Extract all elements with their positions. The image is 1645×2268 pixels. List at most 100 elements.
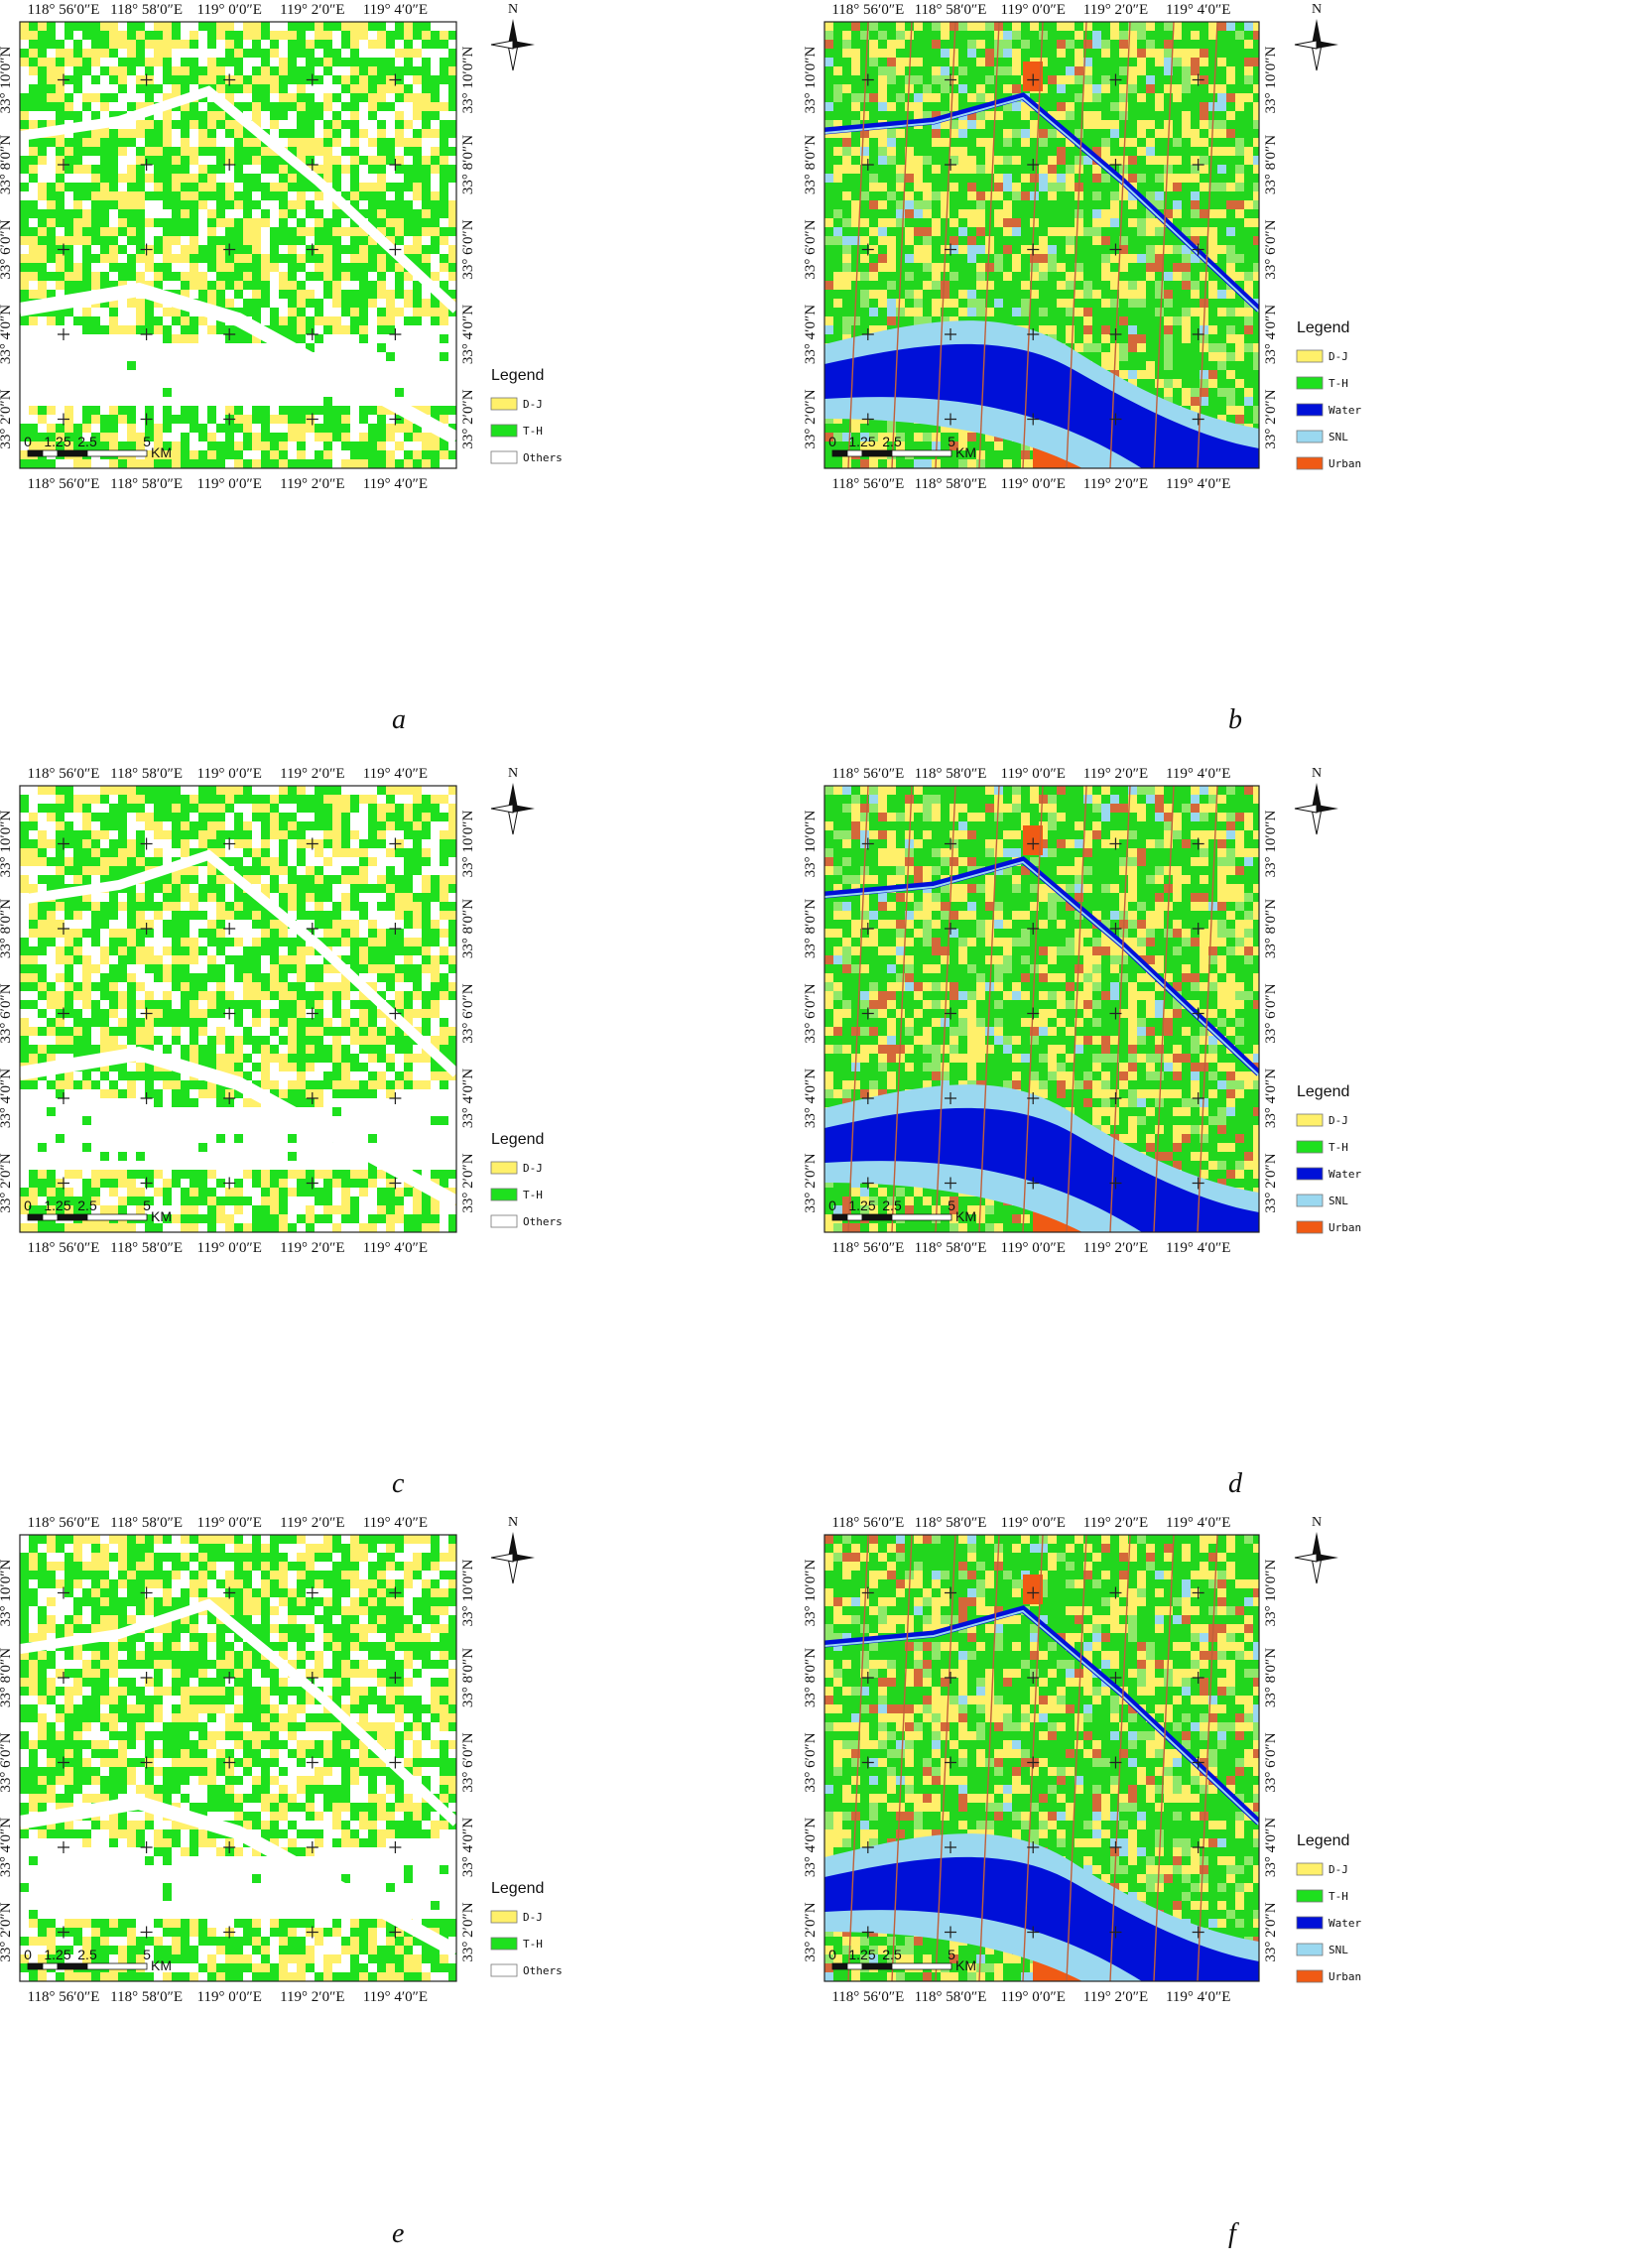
scale-bar-segment — [892, 1963, 951, 1969]
scale-bar-segment — [862, 450, 892, 456]
legend-label: T-H — [523, 425, 543, 438]
longitude-label-bottom: 119° 4′0″E — [363, 1989, 428, 2005]
latitude-label-right: 33° 8′0″N — [460, 899, 476, 958]
north-arrow-label: N — [508, 1515, 518, 1530]
scale-bar-segment — [28, 1963, 43, 1969]
scale-bar-segment — [43, 1214, 58, 1220]
north-arrow-icon — [1295, 1532, 1338, 1583]
longitude-label-top: 118° 58′0″E — [110, 766, 183, 782]
north-arrow-label: N — [1312, 2, 1322, 17]
scale-bar-tick-label: 0 — [24, 434, 32, 449]
north-arrow-label: N — [508, 2, 518, 17]
longitude-label-bottom: 118° 58′0″E — [915, 1989, 987, 2005]
legend-label: T-H — [1329, 1890, 1348, 1903]
latitude-label-left: 33° 6′0″N — [0, 219, 14, 279]
latitude-label-left: 33° 4′0″N — [803, 305, 819, 364]
legend-swatch — [1297, 1944, 1323, 1955]
latitude-label-left: 33° 4′0″N — [0, 1069, 14, 1128]
latitude-label-right: 33° 6′0″N — [1263, 1732, 1279, 1792]
longitude-label-top: 119° 4′0″E — [1166, 766, 1230, 782]
longitude-label-top: 119° 0′0″E — [1001, 2, 1066, 18]
latitude-label-right: 33° 10′0″N — [460, 811, 476, 878]
scale-bar-tick-label: 5 — [143, 1947, 151, 1962]
longitude-label-top: 118° 56′0″E — [28, 766, 100, 782]
caption-e: e — [392, 2218, 404, 2250]
latitude-label-left: 33° 6′0″N — [0, 983, 14, 1043]
legend-swatch — [1297, 1970, 1323, 1982]
latitude-label-right: 33° 8′0″N — [460, 1648, 476, 1707]
longitude-label-bottom: 119° 4′0″E — [1166, 1240, 1230, 1256]
longitude-label-bottom: 119° 2′0″E — [1083, 1240, 1148, 1256]
scale-bar-segment — [847, 450, 862, 456]
legend-title: Legend — [1297, 319, 1349, 336]
legend-swatch — [1297, 350, 1323, 362]
longitude-label-top: 118° 56′0″E — [831, 1515, 904, 1531]
latitude-label-left: 33° 10′0″N — [0, 811, 14, 878]
legend-swatch — [1297, 1141, 1323, 1153]
scale-bar-unit: KM — [151, 1208, 172, 1224]
latitude-label-left: 33° 2′0″N — [803, 1902, 819, 1961]
scale-bar-tick-label: 1.25 — [44, 1197, 70, 1213]
north-arrow-icon — [1295, 783, 1338, 834]
longitude-label-bottom: 119° 4′0″E — [363, 476, 428, 492]
longitude-label-top: 118° 58′0″E — [110, 2, 183, 18]
latitude-label-left: 33° 4′0″N — [0, 1818, 14, 1877]
scale-bar-tick-label: 1.25 — [44, 434, 70, 449]
latitude-label-right: 33° 10′0″N — [1263, 811, 1279, 878]
scale-bar-tick-label: 1.25 — [848, 434, 875, 449]
caption-b: b — [1228, 704, 1242, 736]
legend-title: Legend — [1297, 1083, 1349, 1100]
scale-bar-segment — [892, 450, 951, 456]
legend-label: Water — [1329, 404, 1361, 417]
scale-bar-segment — [58, 1963, 87, 1969]
land-cover-raster — [824, 786, 1262, 1232]
land-cover-raster — [824, 22, 1262, 468]
scale-bar-segment — [58, 450, 87, 456]
legend-swatch — [1297, 377, 1323, 389]
scale-bar-tick-label: 0 — [828, 434, 836, 449]
scale-bar-tick-label: 0 — [24, 1947, 32, 1962]
legend-title: Legend — [491, 1880, 544, 1897]
longitude-label-bottom: 118° 58′0″E — [110, 476, 183, 492]
longitude-label-top: 119° 0′0″E — [1001, 766, 1066, 782]
legend-label: D-J — [523, 1162, 543, 1175]
longitude-label-bottom: 119° 0′0″E — [1001, 1240, 1066, 1256]
legend-label: T-H — [1329, 1141, 1348, 1154]
longitude-label-top: 119° 4′0″E — [1166, 2, 1230, 18]
north-arrow-icon — [1295, 19, 1338, 70]
land-cover-raster — [20, 1535, 457, 1981]
legend-title: Legend — [491, 1131, 544, 1148]
legend-swatch — [491, 451, 517, 463]
latitude-label-left: 33° 2′0″N — [803, 389, 819, 448]
legend-label: SNL — [1329, 1195, 1348, 1207]
longitude-label-top: 119° 0′0″E — [197, 2, 262, 18]
scale-bar-tick-label: 5 — [143, 434, 151, 449]
latitude-label-left: 33° 4′0″N — [803, 1069, 819, 1128]
legend-swatch — [1297, 1863, 1323, 1875]
latitude-label-right: 33° 4′0″N — [1263, 1069, 1279, 1128]
scale-bar-segment — [87, 1963, 147, 1969]
scale-bar-tick-label: 1.25 — [848, 1947, 875, 1962]
caption-d: d — [1228, 1468, 1242, 1500]
caption-c: c — [392, 1468, 404, 1500]
legend-label: Urban — [1329, 1221, 1361, 1234]
longitude-label-bottom: 119° 2′0″E — [280, 476, 344, 492]
scale-bar-segment — [862, 1963, 892, 1969]
scale-bar-tick-label: 0 — [828, 1197, 836, 1213]
legend-label: D-J — [1329, 1863, 1348, 1876]
latitude-label-right: 33° 2′0″N — [1263, 1153, 1279, 1212]
legend-label: Others — [523, 1964, 563, 1977]
latitude-label-left: 33° 6′0″N — [0, 1732, 14, 1792]
latitude-label-left: 33° 2′0″N — [0, 389, 14, 448]
legend-swatch — [1297, 1195, 1323, 1206]
north-arrow-label: N — [508, 766, 518, 781]
longitude-label-bottom: 118° 56′0″E — [831, 1240, 904, 1256]
latitude-label-right: 33° 10′0″N — [1263, 1560, 1279, 1627]
legend-label: Others — [523, 1215, 563, 1228]
scale-bar-tick-label: 2.5 — [77, 434, 97, 449]
north-arrow-icon — [491, 19, 535, 70]
legend-swatch — [1297, 431, 1323, 442]
scale-bar-segment — [43, 1963, 58, 1969]
